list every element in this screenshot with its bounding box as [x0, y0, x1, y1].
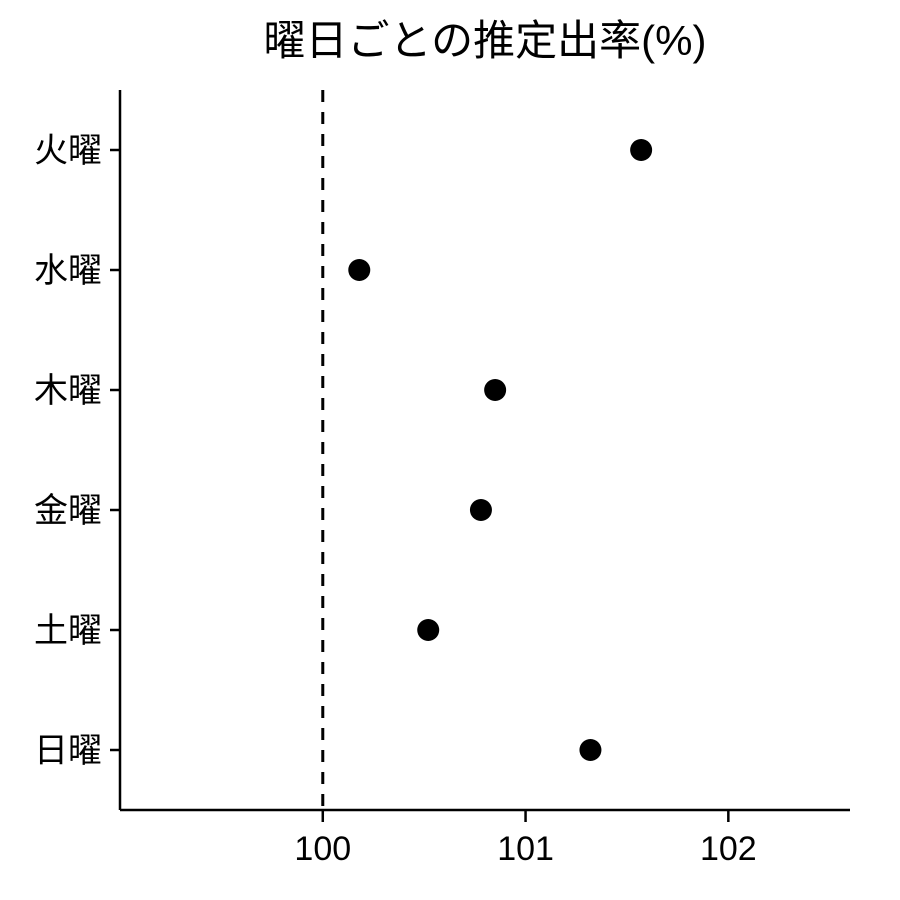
y-tick-label: 火曜 — [34, 132, 102, 170]
y-tick-label: 日曜 — [34, 732, 102, 770]
data-point — [417, 619, 439, 641]
x-tick-label: 102 — [700, 830, 757, 868]
chart-background — [0, 0, 900, 900]
x-tick-label: 101 — [497, 830, 554, 868]
y-tick-label: 木曜 — [34, 372, 102, 410]
data-point — [470, 499, 492, 521]
dot-chart: 曜日ごとの推定出率(%) 100 101 102 火曜水曜木曜金曜土曜日曜 — [0, 0, 900, 900]
chart-title: 曜日ごとの推定出率(%) — [264, 17, 707, 64]
data-point — [348, 259, 370, 281]
y-tick-label: 金曜 — [34, 492, 102, 530]
data-point — [484, 379, 506, 401]
data-point — [579, 739, 601, 761]
x-tick-label: 100 — [294, 830, 351, 868]
y-tick-label: 水曜 — [34, 252, 102, 290]
data-point — [630, 139, 652, 161]
chart-container: 曜日ごとの推定出率(%) 100 101 102 火曜水曜木曜金曜土曜日曜 — [0, 0, 900, 900]
y-tick-label: 土曜 — [34, 612, 102, 650]
